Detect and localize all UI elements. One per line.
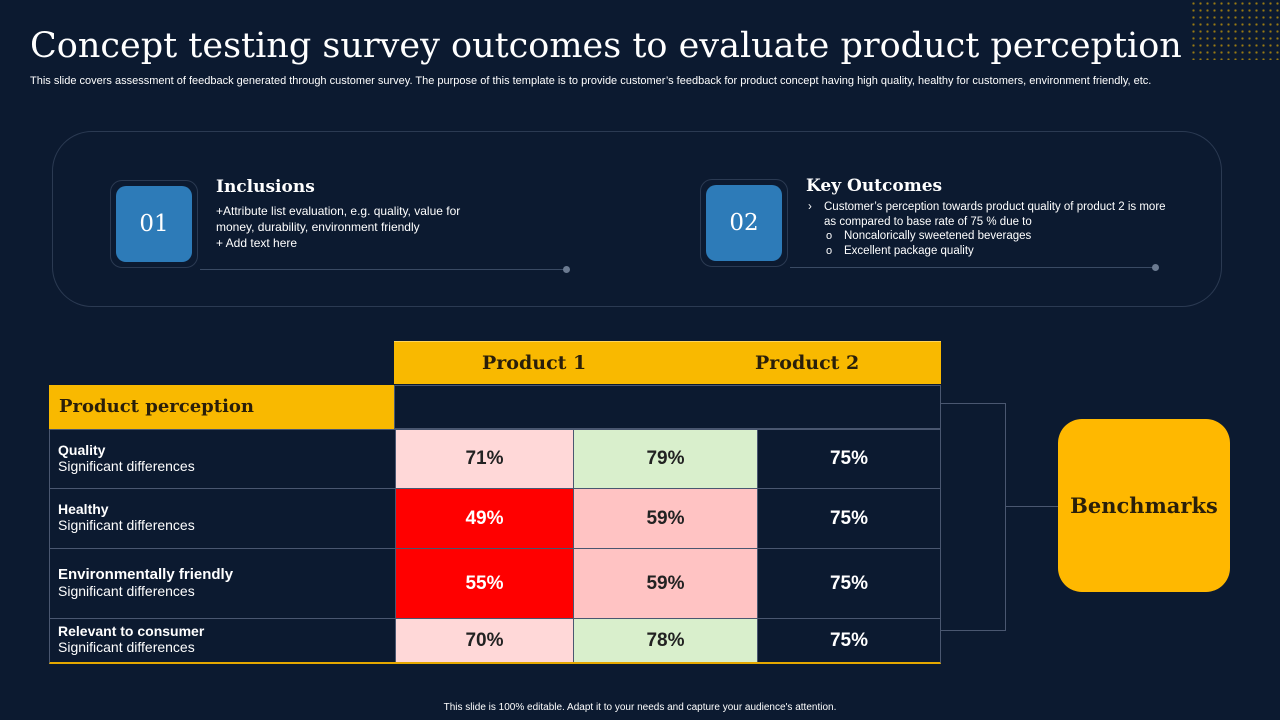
- product-perception-header: Product perception: [49, 385, 394, 429]
- row-desc: Significant differences: [58, 583, 195, 599]
- product-1-value: 70%: [395, 619, 573, 662]
- benchmark-value: 75%: [757, 489, 940, 548]
- row-name: Environmentally friendly: [58, 566, 234, 583]
- inclusions-line: + Add text here: [216, 236, 298, 250]
- key-outcomes-subpoint: Excellent package quality: [806, 244, 1166, 259]
- info-panel: [52, 131, 1222, 307]
- product-2-value: 59%: [573, 549, 757, 618]
- row-label: Healthy Significant differences: [50, 489, 395, 548]
- row-label: Relevant to consumer Significant differe…: [50, 619, 395, 662]
- product-2-header: Product 2: [755, 352, 860, 374]
- table-row: Relevant to consumer Significant differe…: [50, 618, 940, 662]
- page-title: Concept testing survey outcomes to evalu…: [30, 26, 1182, 66]
- benchmark-value: 75%: [757, 619, 940, 662]
- row-name: Relevant to consumer: [58, 623, 205, 639]
- product-1-value: 49%: [395, 489, 573, 548]
- table-row: Quality Significant differences 71% 79% …: [50, 429, 940, 488]
- header-blank-cell: [394, 385, 941, 429]
- footer-note: This slide is 100% editable. Adapt it to…: [443, 702, 837, 713]
- page-subtitle: This slide covers assessment of feedback…: [30, 75, 1152, 87]
- key-outcomes-point: Customer’s perception towards product qu…: [806, 200, 1166, 229]
- inclusions-line: money, durability, environment friendly: [216, 220, 420, 234]
- inclusions-badge: 01: [110, 180, 198, 268]
- perception-table: Quality Significant differences 71% 79% …: [49, 429, 941, 664]
- inclusions-heading: Inclusions: [216, 177, 315, 197]
- row-desc: Significant differences: [58, 517, 195, 533]
- row-label: Environmentally friendly Significant dif…: [50, 549, 395, 618]
- benchmark-bracket: [941, 403, 1006, 631]
- inclusions-divider: [200, 266, 570, 273]
- row-name: Quality: [58, 442, 106, 458]
- product-2-value: 79%: [573, 430, 757, 488]
- key-outcomes-divider: [790, 264, 1159, 271]
- key-outcomes-number: 02: [706, 185, 782, 261]
- product-2-value: 78%: [573, 619, 757, 662]
- table-row: Environmentally friendly Significant dif…: [50, 548, 940, 618]
- benchmark-connector: [1006, 506, 1058, 507]
- key-outcomes-text: Customer’s perception towards product qu…: [806, 200, 1166, 258]
- inclusions-text: +Attribute list evaluation, e.g. quality…: [216, 203, 516, 251]
- row-name: Healthy: [58, 501, 109, 517]
- benchmark-value: 75%: [757, 549, 940, 618]
- key-outcomes-heading: Key Outcomes: [806, 176, 943, 196]
- row-desc: Significant differences: [58, 639, 195, 655]
- key-outcomes-badge: 02: [700, 179, 788, 267]
- benchmarks-box: Benchmarks: [1058, 419, 1230, 592]
- inclusions-number: 01: [116, 186, 192, 262]
- table-row: Healthy Significant differences 49% 59% …: [50, 488, 940, 548]
- key-outcomes-sublist: Noncalorically sweetened beverages Excel…: [806, 229, 1166, 258]
- product-1-header: Product 1: [482, 352, 587, 374]
- product-1-value: 55%: [395, 549, 573, 618]
- product-1-value: 71%: [395, 430, 573, 488]
- decorative-dots: [1190, 0, 1280, 60]
- benchmark-value: 75%: [757, 430, 940, 488]
- key-outcomes-list: Customer’s perception towards product qu…: [806, 200, 1166, 229]
- key-outcomes-subpoint: Noncalorically sweetened beverages: [806, 229, 1166, 244]
- product-header-bar: Product 1 Product 2: [394, 341, 941, 384]
- inclusions-line: +Attribute list evaluation, e.g. quality…: [216, 204, 461, 218]
- row-desc: Significant differences: [58, 458, 195, 474]
- row-label: Quality Significant differences: [50, 430, 395, 488]
- product-2-value: 59%: [573, 489, 757, 548]
